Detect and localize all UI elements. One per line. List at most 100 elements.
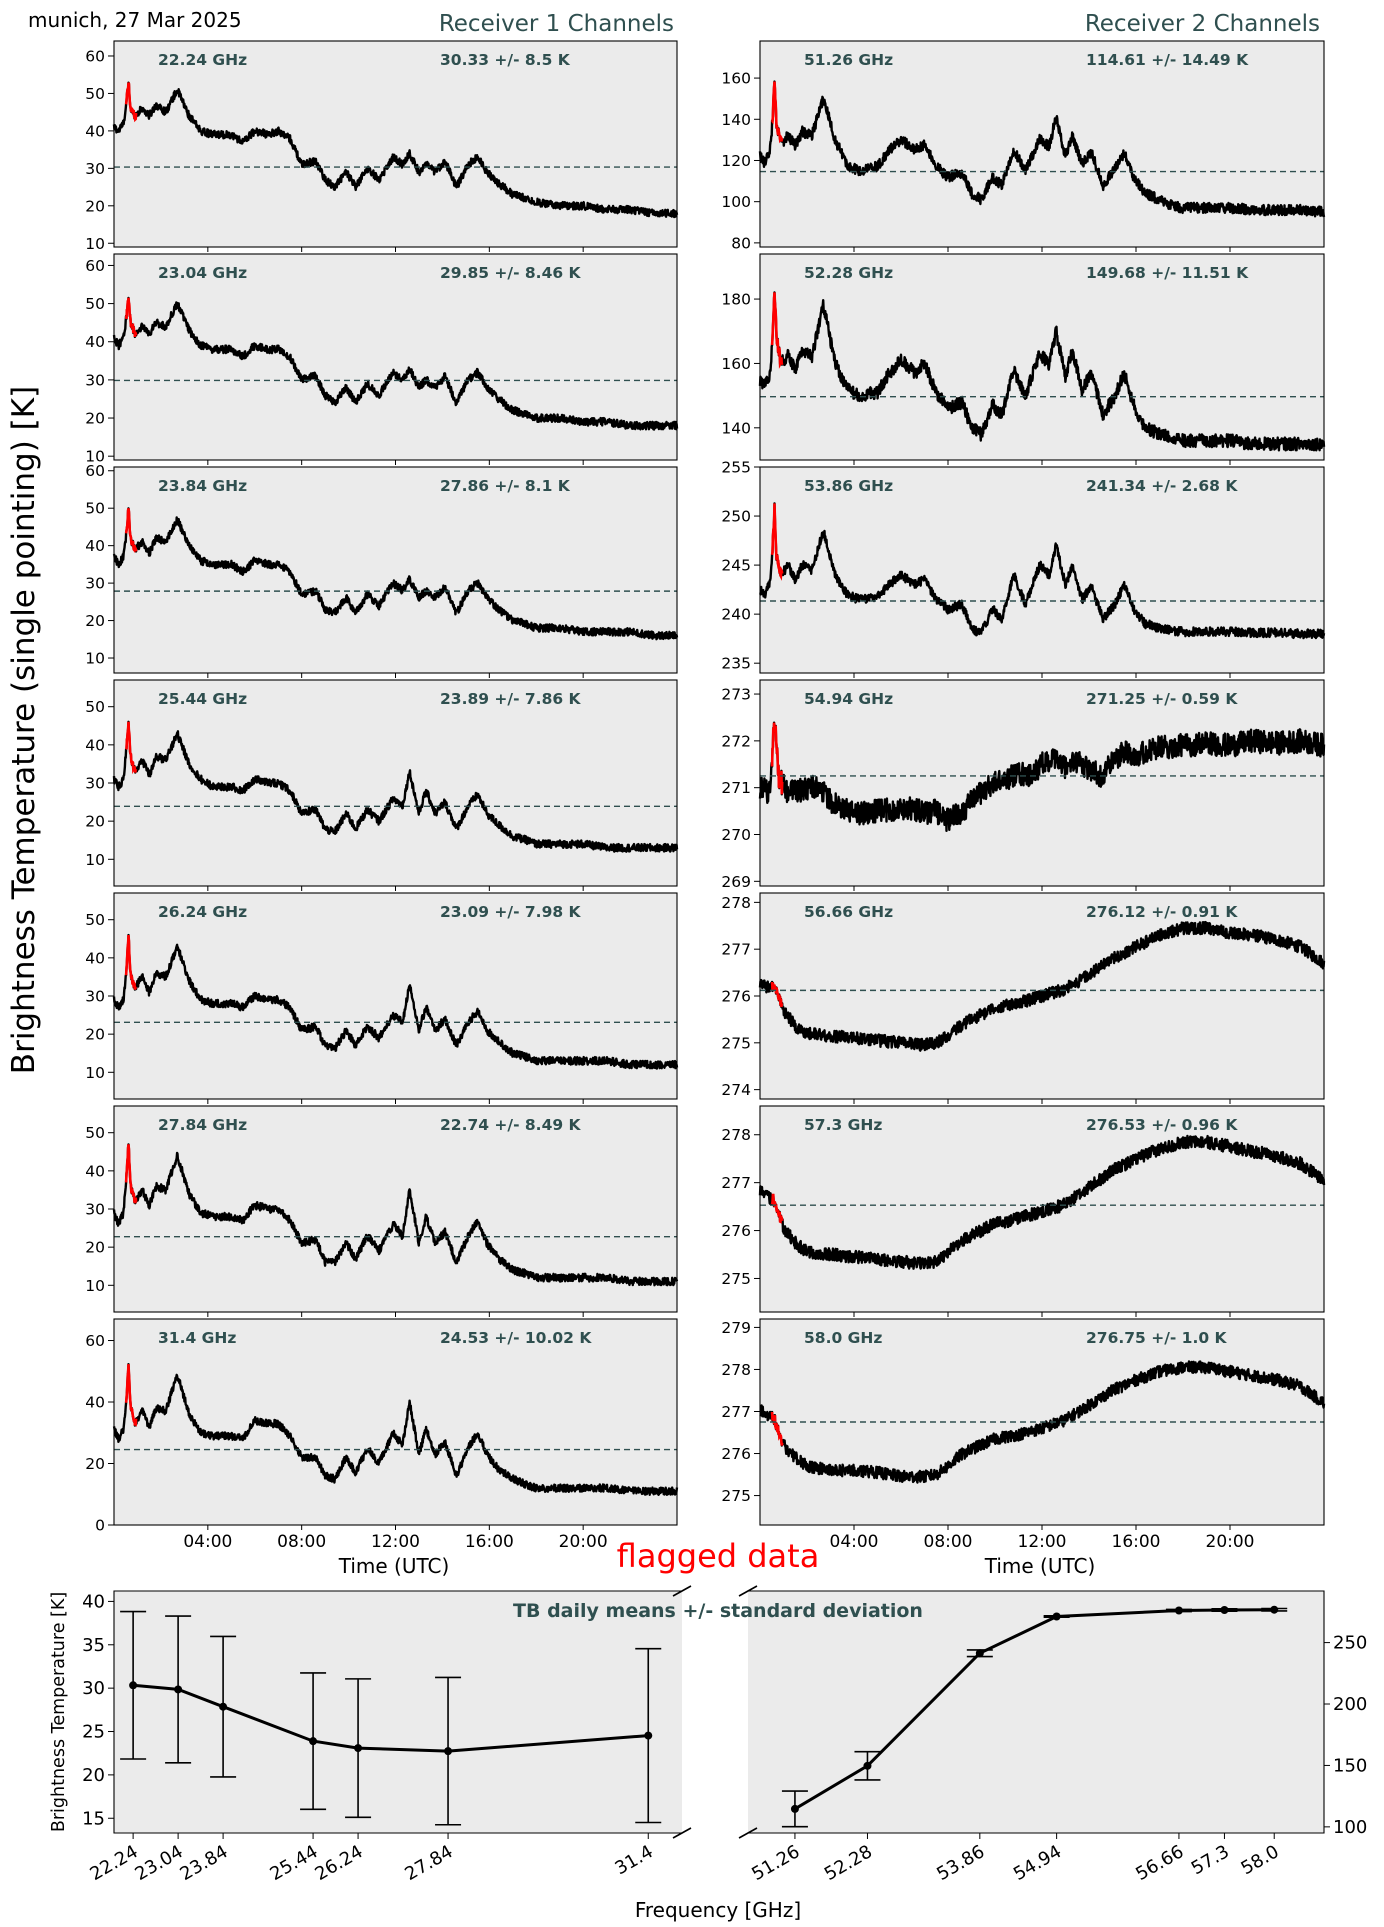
mean-point [219,1702,228,1711]
time-tick-label: 20:00 [1206,1532,1255,1552]
flagged-series-line [770,981,784,1008]
y-tick-label: 50 [85,698,105,716]
y-tick-label: 275 [721,1034,751,1052]
frequency-label: 26.24 GHz [158,903,247,921]
time-tick-label: 12:00 [1018,1532,1067,1552]
mean-point [1220,1606,1229,1615]
y-tick-label: 275 [721,1270,751,1288]
frequency-label: 31.4 GHz [158,1329,236,1347]
y-tick-label: 40 [85,122,105,140]
frequency-label: 53.86 GHz [804,477,893,495]
rec1-panel: 27.84 GHz 22.74 +/- 8.49 K 10 20 30 40 50 [85,1105,679,1317]
flagged-series-line [770,503,784,581]
flagged-series-line [770,1411,784,1446]
rec1-panel: 25.44 GHz 23.89 +/- 7.86 K 10 20 30 40 50 [85,679,679,891]
y-tick-label: 20 [85,410,105,428]
frequency-label: 22.24 GHz [158,51,247,69]
right-subplot-frame [748,1590,1325,1834]
y-tick-label: 0 [95,1517,105,1535]
x-tick-label: 27.84 [401,1841,456,1885]
flagged-series-line [124,935,137,991]
panel-frame [759,679,1325,887]
x-tick-label: 23.04 [131,1841,186,1885]
y-tick-label: 10 [85,1064,105,1082]
y-tick-label: 20 [85,197,105,215]
tb-series-line [112,296,679,431]
y-tick-label: 60 [85,47,105,65]
y-tick-label: 15 [82,1808,105,1829]
y-tick-label: 20 [85,1239,105,1257]
x-axis-label-right: Time (UTC) [984,1554,1096,1578]
mean-point [1174,1606,1183,1615]
y-tick-label: 50 [85,500,105,518]
x-tick-label: 54.94 [1010,1841,1065,1885]
mean-point [309,1737,318,1746]
time-tick-label: 08:00 [924,1532,973,1552]
y-tick-label: 100 [1333,1817,1367,1838]
frequency-axis-label: Frequency [GHz] [635,1898,801,1922]
x-tick-label: 22.24 [86,1841,141,1885]
y-tick-label: 269 [721,873,751,891]
panel-frame [759,892,1325,1100]
x-tick-label: 58.0 [1238,1841,1283,1879]
mean-point [863,1761,872,1770]
panel-frame [113,892,678,1100]
y-tick-label: 30 [85,988,105,1006]
y-tick-label: 150 [1333,1755,1367,1776]
rec2-panel: 53.86 GHz 241.34 +/- 2.68 K 235 240 245 250 25… [721,459,1326,678]
panel-background [114,467,677,673]
y-tick-label: 10 [85,650,105,668]
y-tick-label: 180 [721,291,751,309]
stats-label: 276.75 +/- 1.0 K [1086,1329,1228,1347]
daily-means-title: TB daily means +/- standard deviation [513,1600,923,1622]
y-tick-label: 200 [1333,1694,1367,1715]
frequency-label: 58.0 GHz [804,1329,882,1347]
y-tick-label: 30 [85,1201,105,1219]
tb-series-line [759,1360,1326,1484]
tb-series-line [758,721,1326,832]
mean-point [790,1804,799,1813]
y-tick-label: 235 [721,655,751,673]
y-tick-label: 120 [721,152,751,170]
y-tick-label: 40 [85,1162,105,1180]
tb-series-line [758,291,1326,452]
stats-label: 276.53 +/- 0.96 K [1086,1116,1238,1134]
y-tick-label: 30 [85,160,105,178]
panel-frame [759,253,1325,461]
y-tick-label: 240 [721,606,751,624]
axis-break-mark [672,1585,692,1597]
tb-series-line [112,81,679,219]
flagged-series-line [125,721,138,775]
receiver-2-panels: 51.26 GHz 114.61 +/- 14.49 K 80 100 120 140 16… [721,40,1326,1530]
y-tick-label: 271 [721,779,751,797]
right-subplot-background [748,1591,1324,1833]
mean-point [129,1681,138,1690]
y-tick-label: 50 [85,911,105,929]
y-tick-label: 40 [85,333,105,351]
y-tick-label: 274 [721,1081,751,1099]
stats-label: 24.53 +/- 10.02 K [440,1329,592,1347]
y-tick-label: 20 [85,813,105,831]
frequency-label: 54.94 GHz [804,690,893,708]
y-tick-label: 245 [721,557,751,575]
y-tick-label: 80 [731,234,751,252]
rec2-panel: 51.26 GHz 114.61 +/- 14.49 K 80 100 120 140 16… [721,40,1326,252]
panel-frame [113,1105,678,1313]
time-tick-label: 20:00 [559,1532,608,1552]
x-tick-label: 56.66 [1132,1841,1187,1885]
x-tick-label: 52.28 [821,1841,876,1885]
flagged-series-line [770,1193,784,1224]
left-subplot-frame [113,1590,682,1834]
panel-frame [113,253,678,461]
frequency-label: 56.66 GHz [804,903,893,921]
frequency-label: 25.44 GHz [158,690,247,708]
time-tick-label: 16:00 [1112,1532,1161,1552]
y-tick-label: 277 [721,941,751,959]
y-tick-label: 30 [85,775,105,793]
mean-point [174,1685,183,1694]
location-date: munich, 27 Mar 2025 [28,8,242,32]
y-tick-label: 60 [85,462,105,480]
y-tick-label: 276 [721,988,751,1006]
time-tick-label: 16:00 [465,1532,514,1552]
y-tick-label: 25 [82,1722,105,1743]
